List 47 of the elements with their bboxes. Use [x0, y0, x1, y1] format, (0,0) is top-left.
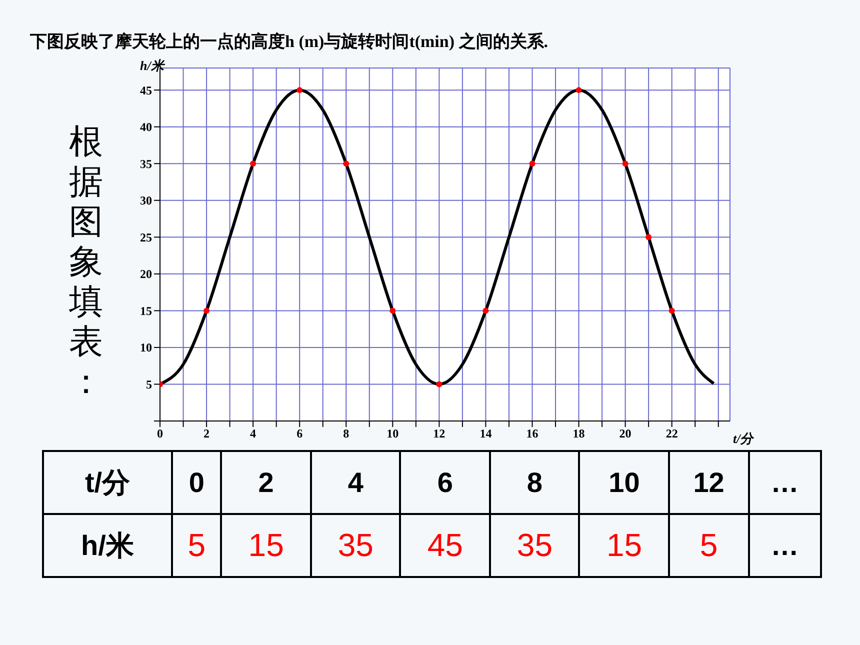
text: t/分: [43, 451, 172, 514]
point: [390, 308, 396, 314]
y-tick-label: 40: [140, 120, 152, 134]
y-tick-label: 25: [140, 230, 152, 244]
data-label: 45: [400, 514, 490, 577]
point: [296, 87, 303, 94]
x-tick-label: 10: [386, 426, 399, 441]
x-tick-label: 0: [157, 426, 163, 441]
data-label: 35: [310, 514, 400, 577]
chart-title: 下图反映了摩天轮上的一点的高度h (m)与旋转时间t(min) 之间的关系.: [30, 31, 548, 53]
y-tick-label: 20: [140, 267, 152, 282]
text: h/米: [43, 514, 172, 577]
x-tick-label: 18: [572, 426, 585, 441]
y-tick-label: 10: [140, 340, 152, 355]
x-tick-label: 8: [343, 426, 350, 441]
x-tick-label: 14: [480, 426, 492, 441]
y-axis-title: h/米: [140, 57, 164, 75]
x-tick-label: 2: [204, 426, 210, 441]
data-label: …: [748, 514, 821, 577]
category-label: …: [748, 451, 821, 514]
point: [482, 308, 489, 314]
y-tick-label: 45: [140, 83, 152, 98]
x-tick-label: 6: [296, 426, 303, 441]
point: [646, 234, 652, 240]
y-tick-label: 35: [140, 156, 152, 171]
data-label: 15: [579, 514, 670, 577]
x-tick-label: 20: [619, 426, 632, 441]
point: [436, 381, 442, 388]
point: [529, 160, 536, 167]
text: 根据图象填表：: [68, 122, 104, 402]
point: [668, 308, 675, 314]
x-tick-label: 22: [666, 426, 678, 441]
data-label: 35: [490, 514, 580, 577]
y-tick-label: 15: [140, 304, 152, 318]
point: [622, 160, 628, 167]
x-axis-title: t/分: [733, 430, 754, 448]
data-label: 5: [669, 514, 749, 577]
point: [343, 160, 350, 167]
point: [204, 308, 210, 314]
data-label: 15: [221, 514, 311, 577]
point: [576, 87, 582, 94]
y-tick-label: 30: [140, 194, 152, 208]
x-tick-label: 16: [526, 426, 538, 441]
x-tick-label: 4: [250, 426, 256, 441]
point: [250, 160, 256, 167]
y-tick-label: 5: [146, 377, 152, 392]
x-tick-label: 12: [433, 426, 446, 441]
